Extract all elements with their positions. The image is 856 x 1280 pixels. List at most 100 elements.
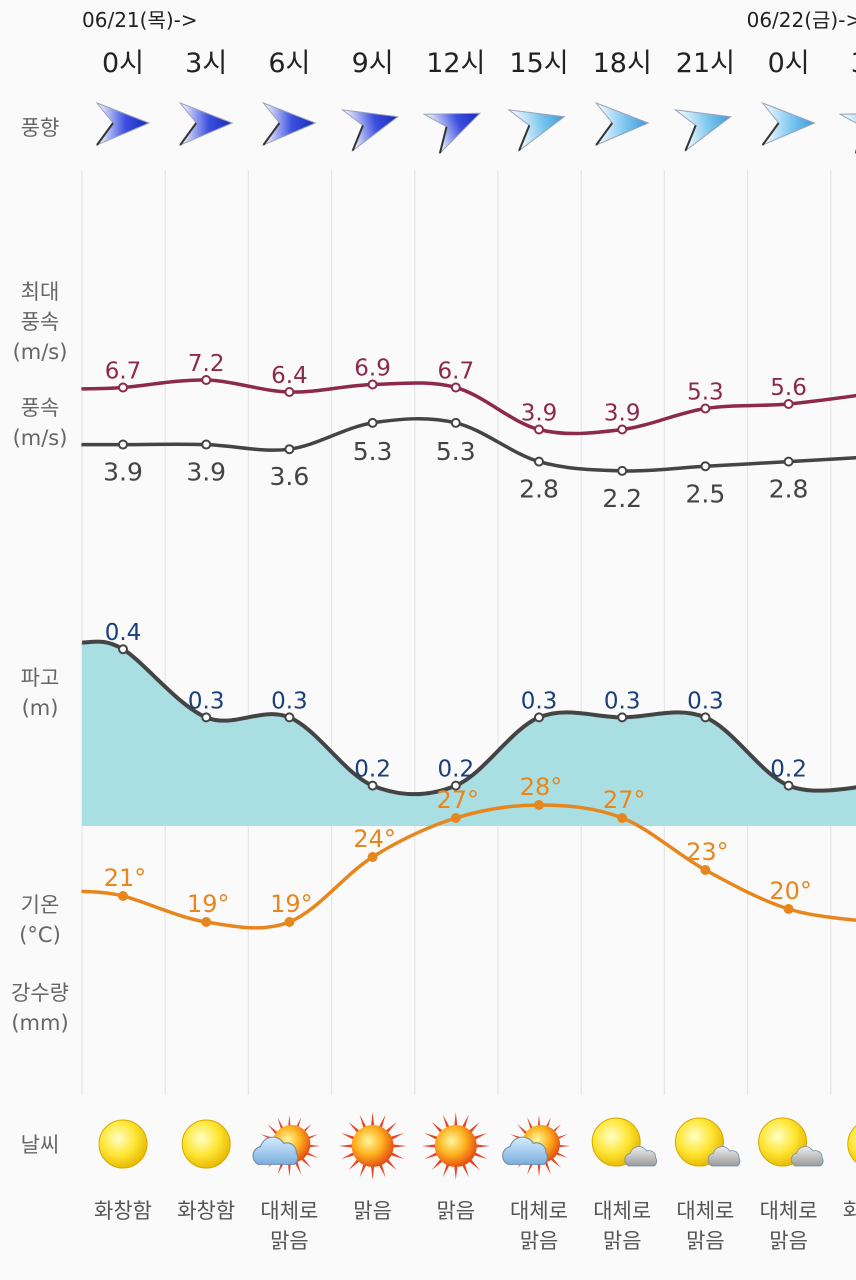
sun-ray [474,1144,490,1148]
row-label-line: 강수량 [11,981,69,1005]
wave-value: 0.4 [105,620,142,646]
row-label-line: 풍향 [20,116,60,140]
temp-point [201,917,212,927]
wave-point [783,780,794,791]
wind-arrow-edge [438,126,448,154]
wind-point [367,417,378,428]
max-wind-point [118,382,128,393]
wind-arrow-edge [518,125,531,152]
wave-point [284,712,295,723]
hour-label: 12시 [426,48,485,79]
sun-ray [472,1132,488,1141]
wind-value: 5.3 [436,437,476,466]
temp-value: 19° [187,890,230,918]
temp-value: 27° [437,786,480,814]
wind-point [617,465,628,476]
hour-label: 21시 [676,48,735,79]
cloud-body [624,1146,658,1167]
sun-ray [384,1121,397,1134]
row-label-line: (m/s) [12,426,68,450]
hour-label: 3시 [185,48,227,79]
row-label-line: 최대 [20,280,60,304]
wind-arrow-icon [507,109,566,153]
row-label-line: (mm) [11,1011,69,1035]
wind-arrow-edge [761,122,780,146]
sun-disc [181,1119,231,1169]
sun-ray [267,1124,279,1136]
wave-area [82,641,856,826]
wind-arrow-shape [761,101,816,147]
weather-text: 대체로 [760,1199,818,1223]
sun-ray [431,1121,444,1134]
wind-arrow-icon [594,101,650,147]
wave-value: 0.3 [604,688,641,714]
wind-value: 2.2 [602,484,642,513]
cloud-shape [252,1136,299,1165]
max-wind-point [367,379,378,390]
weather-text: 대체로 [260,1199,318,1223]
sun-ray [370,1112,375,1128]
sun-hazy-icon: 화창함 [177,1119,235,1223]
temp-value: 19° [270,890,313,918]
row-label-line: (°C) [19,923,61,947]
max-wind-value: 7.2 [188,351,225,377]
max-wind-point [534,424,544,435]
max-wind-point [450,382,461,393]
sun-ray [348,1158,361,1171]
weather-text: 맑음 [353,1199,392,1223]
weather-text: 화창함 [177,1199,235,1223]
wave-point [201,712,212,723]
wave-point [367,780,378,791]
max-wind-point [617,424,628,435]
weather-text: 대체로 [593,1199,651,1223]
hour-label: 15시 [509,48,568,79]
sun-ray [389,1151,405,1160]
bright-sun-icon: 맑음 [338,1112,407,1223]
wave-fill [82,641,856,826]
max-wind-value: 3.9 [604,401,641,427]
max-wind-value: 5.3 [687,380,724,406]
sun-ray [300,1156,312,1168]
wind-arrow-edge [854,126,856,154]
row-label-rain: 강수량 (mm) [0,978,80,1038]
wind-arrow-icon [261,101,317,147]
wind-arrow-icon [838,112,856,155]
sun-ray [461,1162,469,1178]
row-label-temp: 기온 (°C) [0,890,80,950]
wind-arrow-edge [684,125,697,152]
temp-point [617,813,628,823]
sun-ray [370,1164,375,1180]
weather-text: 대체로 [676,1199,734,1223]
weather-text: 맑음 [270,1229,309,1253]
hour-label: 9시 [352,48,394,79]
sun-ray [544,1161,551,1175]
wind-point [284,444,295,455]
wind-value: 2.8 [769,475,809,504]
wind-arrow-edge [595,122,614,146]
sun-disc [98,1119,148,1169]
wind-arrow-shape [507,109,566,153]
cloud-body [252,1136,299,1165]
row-label-line: 기온 [20,893,60,917]
sun-ray [294,1161,302,1175]
sun-ray [378,1114,386,1130]
row-label-line: (m/s) [12,340,68,364]
weather-text: 화창함 [94,1199,152,1223]
wind-arrow-edge [179,122,198,146]
hour-label: 18시 [593,48,652,79]
sun-ray [454,1112,458,1128]
max-wind-value: 6.9 [354,356,391,382]
temp-point [367,852,378,862]
temp-point [783,904,794,914]
sun-ray [442,1114,451,1130]
wind-value: 3.9 [103,458,143,487]
wave-point [617,712,628,723]
row-label-wind: 풍속 (m/s) [0,393,80,453]
wind-point [783,456,794,467]
sun-ray [424,1132,439,1141]
weather-text: 화창함 [843,1199,856,1223]
wave-point [450,780,461,791]
cloud-body [502,1136,548,1165]
